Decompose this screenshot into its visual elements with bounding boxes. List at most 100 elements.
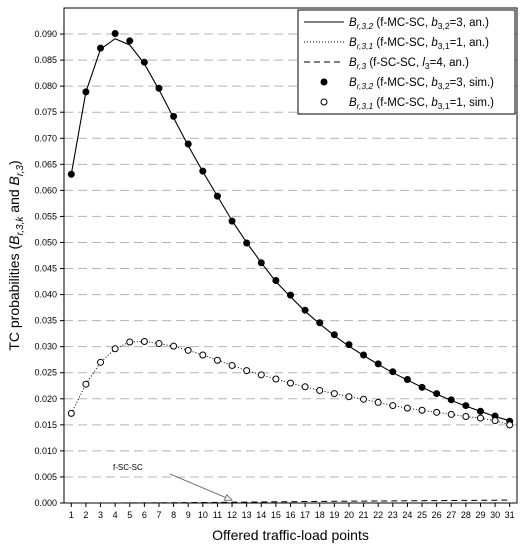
y-tick-label: 0.040 <box>34 290 57 300</box>
data-point <box>111 30 119 38</box>
annotation-arrow <box>169 473 233 501</box>
data-point <box>228 361 236 369</box>
data-point <box>403 376 411 384</box>
series <box>67 337 514 429</box>
data-point <box>67 409 75 417</box>
data-point <box>301 383 309 391</box>
x-tick-label: 6 <box>142 510 147 520</box>
data-point <box>462 402 470 410</box>
data-point <box>82 380 90 388</box>
legend-label: Br,3,2 (f-MC-SC, b3,2=3, sim.) <box>349 77 494 91</box>
x-tick-label: 23 <box>388 510 398 520</box>
y-tick-label: 0.015 <box>34 420 57 430</box>
data-point <box>257 259 265 267</box>
x-tick-label: 2 <box>83 510 88 520</box>
data-point <box>374 398 382 406</box>
x-tick-label: 31 <box>505 510 515 520</box>
data-point <box>287 291 294 299</box>
y-tick-label: 0.060 <box>34 185 57 195</box>
x-tick-label: 15 <box>271 510 281 520</box>
data-point <box>82 88 90 96</box>
data-point <box>111 345 119 353</box>
data-point <box>330 390 338 398</box>
legend-label: Br,3,1 (f-MC-SC, b3,1=1, an.) <box>349 37 489 51</box>
legend-entry: Br,3,1 (f-MC-SC, b3,1=1, an.) <box>304 37 489 51</box>
data-point <box>257 371 265 379</box>
data-point <box>301 306 309 314</box>
data-point <box>345 341 353 349</box>
data-point <box>345 393 353 401</box>
x-tick-label: 28 <box>461 510 471 520</box>
x-tick-label: 8 <box>171 510 176 520</box>
x-tick-label: 14 <box>256 510 266 520</box>
x-tick-label: 3 <box>98 510 103 520</box>
legend-entry: Br,3,2 (f-MC-SC, b3,2=3, sim.) <box>320 77 494 91</box>
legend-swatch <box>320 98 328 106</box>
legend-label: Br,3,2 (f-MC-SC, b3,2=3, an.) <box>349 17 489 31</box>
x-axis-title: Offered traffic-load points <box>212 527 369 543</box>
x-tick-label: 24 <box>402 510 412 520</box>
data-point <box>418 406 426 414</box>
x-tick-label: 19 <box>329 510 339 520</box>
data-point <box>97 44 105 52</box>
legend-entry: Br,3,2 (f-MC-SC, b3,2=3, an.) <box>304 17 489 31</box>
annotation-layer: f-SC-SC <box>113 463 233 501</box>
x-tick-label: 27 <box>446 510 456 520</box>
data-point <box>126 37 134 45</box>
data-point <box>243 367 251 375</box>
y-tick-label: 0.055 <box>34 211 57 221</box>
y-tick-label: 0.080 <box>34 81 57 91</box>
data-point <box>155 84 163 92</box>
data-point <box>155 340 163 348</box>
x-tick-label: 30 <box>490 510 500 520</box>
data-point <box>126 338 134 346</box>
data-point <box>476 407 484 415</box>
x-tick-label: 13 <box>242 510 252 520</box>
x-tick-label: 18 <box>315 510 325 520</box>
data-point <box>447 396 455 404</box>
x-tick-label: 21 <box>359 510 369 520</box>
data-point <box>67 170 75 178</box>
y-tick-label: 0.050 <box>34 237 57 247</box>
x-tick-label: 4 <box>113 510 118 520</box>
data-point <box>403 404 411 412</box>
data-point <box>330 331 338 339</box>
x-tick-label: 11 <box>213 510 222 520</box>
series-layer <box>67 30 514 504</box>
y-tick-label: 0.010 <box>34 446 57 456</box>
data-point <box>272 375 280 383</box>
data-point <box>462 413 470 421</box>
x-tick-label: 1 <box>69 510 74 520</box>
x-tick-label: 26 <box>432 510 442 520</box>
data-point <box>199 167 207 175</box>
series <box>67 30 514 425</box>
data-point <box>170 112 178 120</box>
x-tick-label: 29 <box>475 510 485 520</box>
x-tick-label: 9 <box>186 510 191 520</box>
y-tick-label: 0.070 <box>34 133 57 143</box>
data-point <box>433 408 441 416</box>
data-point <box>184 140 192 148</box>
x-tick-label: 10 <box>198 510 208 520</box>
data-point <box>389 368 397 376</box>
data-point <box>184 346 192 354</box>
legend-label: Br,3 (f-SC-SC, l3=4, an.) <box>349 57 469 71</box>
y-tick-label: 0.005 <box>34 472 57 482</box>
x-axis-ticks: 1 2 3 4 5 6 7 8 9 10 11 12 13 14 15 16 17 18 19 20 21 22 23 24 2… <box>69 503 515 520</box>
data-point <box>491 417 499 425</box>
y-axis-ticks: 0.000 0.005 0.010 0.015 0.020 0.025 0.030 0.035… <box>34 29 64 508</box>
x-tick-label: 7 <box>156 510 161 520</box>
data-point <box>272 277 280 285</box>
legend-swatch <box>320 78 328 86</box>
data-point <box>140 337 148 345</box>
data-point <box>213 192 221 200</box>
data-point <box>170 342 178 350</box>
x-tick-label: 16 <box>285 510 295 520</box>
y-tick-label: 0.065 <box>34 159 57 169</box>
data-point <box>433 390 441 398</box>
data-point <box>140 58 148 66</box>
legend: Br,3,2 (f-MC-SC, b3,2=3, an.) Br,3,1 (f-M… <box>297 9 516 115</box>
annotation-label: f-SC-SC <box>113 463 143 472</box>
